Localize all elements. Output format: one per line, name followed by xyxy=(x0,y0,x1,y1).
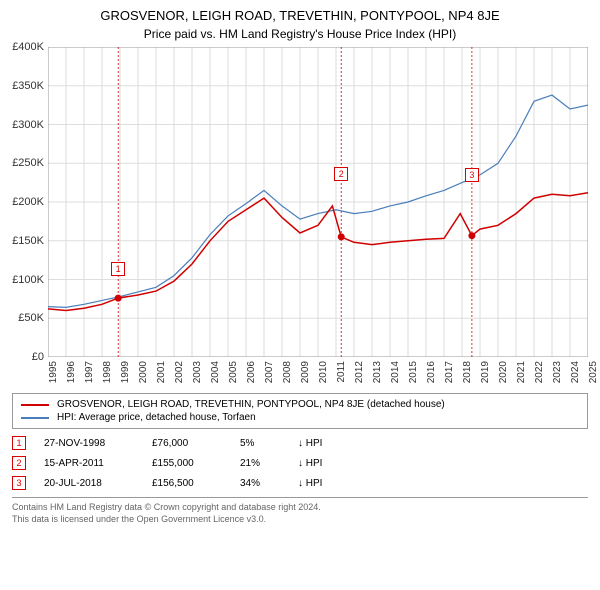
event-table-row: 3 20-JUL-2018 £156,500 34% ↓ HPI xyxy=(12,473,588,493)
event-direction: ↓ HPI xyxy=(298,458,322,469)
event-date: 15-APR-2011 xyxy=(44,458,134,469)
x-axis-tick-label: 2008 xyxy=(282,361,293,383)
y-axis-tick-label: £0 xyxy=(32,351,44,363)
event-price: £76,000 xyxy=(152,438,222,449)
legend: GROSVENOR, LEIGH ROAD, TREVETHIN, PONTYP… xyxy=(12,393,588,429)
x-axis-tick-label: 2018 xyxy=(462,361,473,383)
x-axis-tick-label: 2005 xyxy=(228,361,239,383)
x-axis-tick-label: 2009 xyxy=(300,361,311,383)
x-axis-tick-label: 2006 xyxy=(246,361,257,383)
event-price: £155,000 xyxy=(152,458,222,469)
x-axis-tick-label: 2024 xyxy=(570,361,581,383)
y-axis-tick-label: £50K xyxy=(18,312,44,324)
event-direction: ↓ HPI xyxy=(298,438,322,449)
x-axis-tick-label: 2000 xyxy=(138,361,149,383)
y-axis-tick-label: £350K xyxy=(12,80,44,92)
event-pct: 34% xyxy=(240,478,280,489)
legend-swatch xyxy=(21,417,49,419)
event-num-box: 1 xyxy=(12,436,26,450)
x-axis-tick-label: 2016 xyxy=(426,361,437,383)
x-axis-tick-label: 1995 xyxy=(48,361,59,383)
events-table: 1 27-NOV-1998 £76,000 5% ↓ HPI 2 15-APR-2011 £1… xyxy=(12,433,588,493)
event-num-box: 2 xyxy=(12,456,26,470)
event-marker-box: 1 xyxy=(111,262,125,276)
chart-container: GROSVENOR, LEIGH ROAD, TREVETHIN, PONTYP… xyxy=(0,0,600,590)
footer-attribution: Contains HM Land Registry data © Crown c… xyxy=(12,497,588,525)
y-axis-tick-label: £250K xyxy=(12,157,44,169)
chart-subtitle: Price paid vs. HM Land Registry's House … xyxy=(0,23,600,47)
x-axis-tick-label: 2004 xyxy=(210,361,221,383)
x-axis-tick-label: 1997 xyxy=(84,361,95,383)
y-axis-tick-label: £100K xyxy=(12,274,44,286)
x-axis-tick-label: 1998 xyxy=(102,361,113,383)
x-axis-tick-label: 2015 xyxy=(408,361,419,383)
y-axis-tick-label: £300K xyxy=(12,119,44,131)
x-axis-tick-label: 1996 xyxy=(66,361,77,383)
x-axis-tick-label: 2021 xyxy=(516,361,527,383)
x-axis-tick-label: 2003 xyxy=(192,361,203,383)
x-axis-tick-label: 2014 xyxy=(390,361,401,383)
x-axis-tick-label: 2011 xyxy=(336,361,347,383)
event-pct: 5% xyxy=(240,438,280,449)
x-axis-tick-label: 2022 xyxy=(534,361,545,383)
legend-row: HPI: Average price, detached house, Torf… xyxy=(21,411,579,424)
chart-plot-area: £0£50K£100K£150K£200K£250K£300K£350K£400… xyxy=(48,47,588,357)
footer-line-1: Contains HM Land Registry data © Crown c… xyxy=(12,502,588,514)
event-date: 20-JUL-2018 xyxy=(44,478,134,489)
chart-title: GROSVENOR, LEIGH ROAD, TREVETHIN, PONTYP… xyxy=(0,0,600,23)
y-axis-tick-label: £150K xyxy=(12,235,44,247)
y-axis-tick-label: £400K xyxy=(12,41,44,53)
legend-row: GROSVENOR, LEIGH ROAD, TREVETHIN, PONTYP… xyxy=(21,398,579,411)
legend-swatch xyxy=(21,404,49,406)
event-table-row: 2 15-APR-2011 £155,000 21% ↓ HPI xyxy=(12,453,588,473)
x-axis-tick-label: 2023 xyxy=(552,361,563,383)
x-axis-tick-label: 2020 xyxy=(498,361,509,383)
chart-svg xyxy=(48,47,588,357)
legend-label: GROSVENOR, LEIGH ROAD, TREVETHIN, PONTYP… xyxy=(57,399,445,410)
x-axis-tick-label: 2019 xyxy=(480,361,491,383)
x-axis-tick-label: 2001 xyxy=(156,361,167,383)
x-axis-tick-label: 2012 xyxy=(354,361,365,383)
footer-line-2: This data is licensed under the Open Gov… xyxy=(12,514,588,526)
x-axis-tick-label: 2025 xyxy=(588,361,599,383)
event-table-row: 1 27-NOV-1998 £76,000 5% ↓ HPI xyxy=(12,433,588,453)
x-axis-tick-label: 2017 xyxy=(444,361,455,383)
legend-label: HPI: Average price, detached house, Torf… xyxy=(57,412,256,423)
x-axis-tick-label: 2010 xyxy=(318,361,329,383)
event-price: £156,500 xyxy=(152,478,222,489)
event-direction: ↓ HPI xyxy=(298,478,322,489)
event-pct: 21% xyxy=(240,458,280,469)
event-date: 27-NOV-1998 xyxy=(44,438,134,449)
x-axis-tick-label: 2013 xyxy=(372,361,383,383)
event-marker-box: 2 xyxy=(334,167,348,181)
x-axis-tick-label: 1999 xyxy=(120,361,131,383)
event-num-box: 3 xyxy=(12,476,26,490)
y-axis-tick-label: £200K xyxy=(12,196,44,208)
x-axis-tick-label: 2007 xyxy=(264,361,275,383)
event-marker-box: 3 xyxy=(465,168,479,182)
x-axis-tick-label: 2002 xyxy=(174,361,185,383)
